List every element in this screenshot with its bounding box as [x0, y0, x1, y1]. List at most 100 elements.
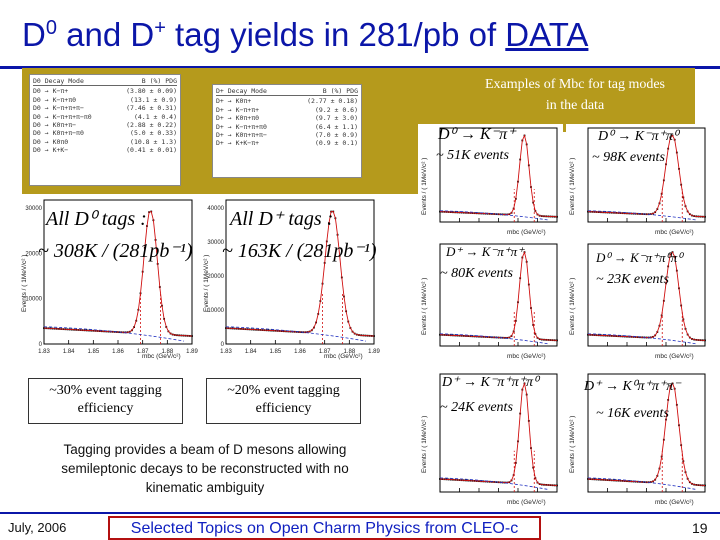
- table-row: D0 → K−π+π+π− (7.46 ± 0.31): [33, 104, 177, 112]
- y-axis-label: Events / ( 1MeV/c² ): [421, 158, 428, 215]
- x-tick-label: 1.89: [186, 349, 198, 355]
- right-panel-background: [420, 68, 695, 132]
- x-tick-label: 1.83: [220, 349, 232, 355]
- table-row: D0 → K−π+ (3.80 ± 0.09): [33, 87, 177, 95]
- dplus-efficiency-box: ~20% event tagging efficiency: [206, 378, 361, 424]
- dplus-yield-label: ~ 163K / (281pb⁻¹): [222, 240, 377, 262]
- branching-fraction-cell: (13.1 ± 0.9): [130, 95, 177, 104]
- branching-fraction-cell: (6.4 ± 1.1): [314, 122, 358, 131]
- fit-curve: [43, 210, 193, 337]
- all-dplus-tags-label: All D⁺ tags :: [230, 208, 334, 230]
- fit-curve: [587, 251, 706, 341]
- decay-mode-cell: D0 → K−π+: [33, 87, 69, 96]
- plot-frame: [439, 373, 558, 493]
- branching-fraction-cell: (0.9 ± 0.1): [314, 139, 358, 148]
- dplus-k0pipipi-plot: Events / ( 1MeV/c² ) mbc (GeV/c²): [566, 370, 711, 506]
- decay-mode-cell: D0 → K−π+π+π−: [33, 104, 84, 113]
- branching-fraction-cell: (4.1 ± 0.4): [133, 112, 177, 121]
- plot-frame: [225, 199, 375, 345]
- x-tick-label: 1.84: [63, 349, 75, 355]
- d0-efficiency-box: ~30% event tagging efficiency: [28, 378, 183, 424]
- x-axis-label: mbc (GeV/c²): [655, 353, 694, 360]
- tagging-note: Tagging provides a beam of D mesons allo…: [61, 442, 349, 495]
- dplus-kpipi-plot: Events / ( 1MeV/c² ) mbc (GeV/c²): [418, 240, 563, 360]
- d0-yield-label: ~ 308K / (281pb⁻¹): [38, 240, 193, 262]
- branching-fraction-cell: (9.2 ± 0.6): [314, 105, 358, 114]
- y-tick-label: 20000: [207, 274, 224, 280]
- y-axis-label: Events / ( 1MeV/c² ): [569, 278, 576, 335]
- decay-mode-cell: D0 → K0π+π−: [33, 121, 77, 130]
- branching-fraction-cell: (2.77 ± 0.18): [307, 97, 358, 106]
- small-plot-mode-label: D⁰ → K⁻π⁺π⁰π⁰: [596, 250, 683, 265]
- x-tick-label: 1.87: [319, 349, 331, 355]
- y-tick-label: 30000: [207, 240, 224, 246]
- x-tick-label: 1.85: [87, 349, 99, 355]
- small-plot-yield-label: ~ 24K events: [440, 400, 513, 415]
- table-row: D0 → K0π+π− (2.88 ± 0.22): [33, 121, 177, 129]
- table-row: D+ → K−π+π+ (9.2 ± 0.6): [216, 106, 358, 114]
- examples-caption: Examples of Mbc for tag modes in the dat…: [484, 77, 665, 113]
- small-plot-yield-label: ~ 51K events: [436, 148, 509, 163]
- x-tick-label: 1.85: [269, 349, 281, 355]
- branching-fraction-cell: (0.41 ± 0.01): [126, 146, 177, 155]
- x-tick-label: 1.88: [343, 349, 355, 355]
- title-divider: [0, 66, 720, 69]
- decay-mode-cell: D+ → K+K−π+: [216, 139, 260, 148]
- table-row: D0 → K−π+π+π−π0 (4.1 ± 0.4): [33, 113, 177, 121]
- x-axis-label: mbc (GeV/c²): [142, 353, 181, 360]
- background-fit: [439, 333, 550, 345]
- decay-mode-cell: D+ → K0π+π0: [216, 114, 260, 123]
- decay-mode-cell: D0 → K−π+π+π−π0: [33, 112, 92, 121]
- footer-talk-title: Selected Topics on Open Charm Physics fr…: [108, 516, 541, 540]
- y-tick-label: 30000: [25, 206, 42, 212]
- x-tick-label: 1.87: [137, 349, 149, 355]
- background-fit: [587, 333, 698, 345]
- y-axis-label: Events / ( 1MeV/c² ): [21, 255, 28, 312]
- plot-frame: [439, 243, 558, 347]
- branching-fraction-cell: (7.0 ± 0.9): [314, 131, 358, 140]
- decay-mode-cell: D0 → K−π+π0: [33, 95, 77, 104]
- x-axis-label: mbc (GeV/c²): [507, 229, 546, 236]
- small-plot-yield-label: ~ 23K events: [596, 272, 669, 287]
- footer-date: July, 2006: [8, 520, 67, 535]
- table-row: D0 → K0π0 (10.8 ± 1.3): [33, 138, 177, 146]
- table-row: D+ → K+K−π+ (0.9 ± 0.1): [216, 139, 358, 147]
- d0-decay-table: D0 Decay Mode B (%) PDG D0 → K−π+ (3.80 ± …: [29, 74, 181, 186]
- plot-frame: [439, 127, 558, 223]
- background-fit: [225, 326, 367, 342]
- fit-curve: [587, 382, 706, 486]
- footer-divider: [0, 512, 720, 514]
- x-tick-label: 1.89: [368, 349, 380, 355]
- y-axis-label: Events / ( 1MeV/c² ): [203, 255, 210, 312]
- y-axis-label: Events / ( 1MeV/c² ): [421, 278, 428, 335]
- table-row: D0 → K+K− (0.41 ± 0.01): [33, 146, 177, 154]
- decay-mode-cell: D0 → K+K−: [33, 146, 69, 155]
- y-axis-label: Events / ( 1MeV/c² ): [421, 416, 428, 473]
- decay-mode-cell: D+ → K−π+π+π0: [216, 122, 267, 131]
- background-fit: [587, 477, 698, 491]
- small-plot-mode-label: D⁺ → K⁻π⁺π⁺: [446, 244, 525, 259]
- background-fit: [43, 326, 185, 342]
- x-tick-label: 1.83: [38, 349, 50, 355]
- branching-fraction-cell: (9.7 ± 3.0): [314, 114, 358, 123]
- table-header: D+ Decay Mode B (%) PDG: [216, 87, 358, 97]
- background-fit: [439, 210, 550, 221]
- small-plot-yield-label: ~ 98K events: [592, 150, 665, 165]
- d0-kpi-plot: Events / ( 1MeV/c² ) mbc (GeV/c²): [418, 124, 563, 236]
- branching-fraction-cell: (7.46 ± 0.31): [126, 104, 177, 113]
- all-d0-tags-plot: Events / ( 1MeV/c² ) mbc (GeV/c²) 30000 200…: [18, 196, 198, 360]
- branching-fraction-cell: (5.0 ± 0.33): [130, 129, 177, 138]
- table-row: D+ → K−π+π+π0 (6.4 ± 1.1): [216, 123, 358, 131]
- branching-fraction-cell: (3.80 ± 0.09): [126, 87, 177, 96]
- all-d0-tags-label: All D⁰ tags :: [46, 208, 147, 230]
- small-plot-mode-label: D⁺ → K⁻π⁺π⁺π⁰: [442, 375, 539, 390]
- x-axis-label: mbc (GeV/c²): [655, 229, 694, 236]
- efficiency-text: ~20% event tagging: [227, 383, 340, 398]
- d0-kpipi0pi0-plot: Events / ( 1MeV/c² ) mbc (GeV/c²): [566, 240, 711, 360]
- table-header: D0 Decay Mode B (%) PDG: [33, 77, 177, 87]
- decay-mode-cell: D+ → K0π+: [216, 97, 252, 106]
- plot-frame: [43, 199, 193, 345]
- data-point: [704, 215, 706, 218]
- dplus-kpipipi0-plot: Events / ( 1MeV/c² ) mbc (GeV/c²): [418, 370, 563, 506]
- x-tick-label: 1.86: [294, 349, 306, 355]
